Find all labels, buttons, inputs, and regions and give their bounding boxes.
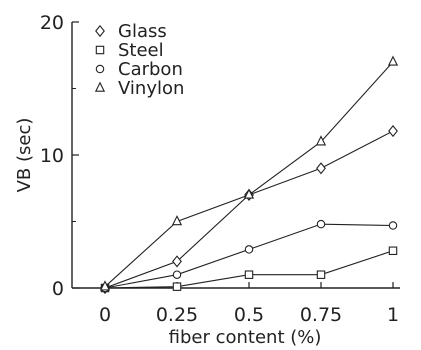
data-point-square xyxy=(388,246,398,256)
series-carbon xyxy=(100,219,398,293)
data-point-diamond xyxy=(316,162,326,175)
legend-item: Glass xyxy=(95,21,167,42)
ticks: 0 10 20 0 0.25 0.5 0.75 1 xyxy=(40,12,399,326)
series xyxy=(99,55,399,295)
data-point-diamond xyxy=(95,24,105,38)
data-point-square xyxy=(316,270,326,279)
x-tick-label: 0 xyxy=(99,304,111,326)
y-tick-label: 0 xyxy=(52,278,64,300)
data-point-circle xyxy=(95,64,105,74)
x-tick-label: 0.5 xyxy=(234,304,264,326)
data-point-circle xyxy=(244,245,254,254)
data-point-square xyxy=(95,45,105,55)
data-point-diamond xyxy=(388,124,398,138)
y-axis-label: VB (sec) xyxy=(14,118,35,193)
data-point-triangle xyxy=(387,55,399,66)
x-axis-label: fiber content (%) xyxy=(169,327,322,348)
y-tick-label: 20 xyxy=(40,12,64,34)
data-point-circle xyxy=(388,221,398,230)
legend-item: Vinylon xyxy=(94,78,184,99)
data-point-circle xyxy=(172,270,182,279)
legend-label: Glass xyxy=(118,21,167,42)
series-line xyxy=(104,130,394,289)
legend-label: Carbon xyxy=(118,59,183,80)
legend-label: Steel xyxy=(118,40,164,61)
data-point-diamond xyxy=(172,255,182,268)
legend-item: Carbon xyxy=(95,59,183,80)
y-tick-label: 10 xyxy=(40,145,64,167)
data-point-triangle xyxy=(315,135,327,146)
x-tick-label: 0.75 xyxy=(300,304,342,326)
data-point-triangle xyxy=(171,215,183,226)
data-point-square xyxy=(172,282,182,291)
data-point-triangle xyxy=(94,81,106,92)
data-point-triangle xyxy=(99,280,111,291)
x-tick-label: 0.25 xyxy=(156,304,198,326)
x-tick-label: 1 xyxy=(387,304,399,326)
data-point-square xyxy=(244,270,254,279)
legend-item: Steel xyxy=(95,40,164,61)
series-glass xyxy=(100,124,398,295)
data-point-triangle xyxy=(243,188,255,199)
legend-label: Vinylon xyxy=(118,78,184,99)
series-vinylon xyxy=(99,55,399,291)
data-point-circle xyxy=(316,219,326,229)
